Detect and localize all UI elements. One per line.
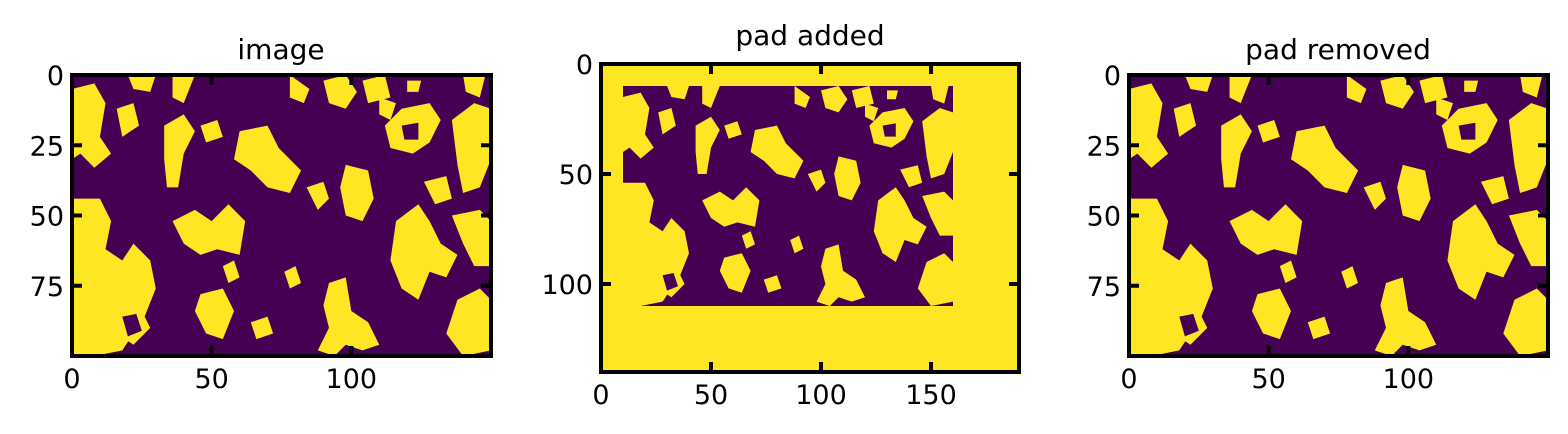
image-heatmap [72, 75, 491, 356]
panel-title: pad removed [1245, 33, 1431, 66]
panel-title: image [237, 33, 324, 66]
x-tick-label: 0 [1120, 364, 1137, 395]
x-tick-label: 0 [592, 380, 609, 411]
y-tick-label: 0 [1104, 61, 1121, 92]
y-tick-label: 75 [1087, 272, 1121, 303]
y-tick-label: 25 [30, 131, 64, 162]
y-tick-label: 75 [30, 272, 64, 303]
y-tick-label: 50 [30, 202, 64, 233]
x-tick-label: 50 [194, 364, 228, 395]
panel-pad-removed: pad removed 0 50 100 0 25 50 75 [1087, 33, 1550, 395]
axes-frame [599, 62, 1021, 374]
panel-image: image 0 50 100 0 25 50 75 [30, 33, 493, 395]
pad-added-heatmap [601, 64, 1019, 372]
x-tick-label: 150 [905, 380, 957, 411]
x-tick-label: 50 [1251, 364, 1285, 395]
panel-pad-added: pad added 0 50 100 150 0 50 100 [541, 19, 1021, 411]
y-tick-label: 50 [559, 160, 593, 191]
panel-title: pad added [735, 19, 884, 52]
y-tick-label: 25 [1087, 131, 1121, 162]
y-tick-label: 0 [576, 50, 593, 81]
x-tick-label: 100 [1383, 364, 1435, 395]
x-tick-label: 50 [694, 380, 728, 411]
y-tick-label: 0 [47, 61, 64, 92]
x-tick-label: 100 [326, 364, 378, 395]
y-tick-label: 50 [1087, 202, 1121, 233]
y-tick-label: 100 [541, 270, 593, 301]
pad-removed-heatmap [1129, 75, 1548, 356]
x-tick-label: 100 [795, 380, 847, 411]
x-tick-label: 0 [63, 364, 80, 395]
